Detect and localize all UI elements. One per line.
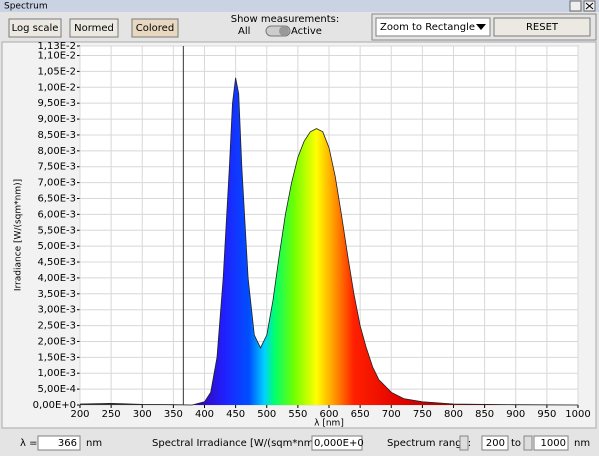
lambda-value: 366 (58, 438, 77, 449)
y-tick-label: 2,50E-3 (37, 321, 76, 332)
x-tick-label: 750 (413, 409, 432, 420)
range-to: 1000 (541, 438, 566, 449)
x-tick-label: 450 (226, 409, 245, 420)
show-measurements-label: Show measurements: (231, 14, 340, 25)
x-tick-label: 300 (133, 409, 152, 420)
x-tick-label: 200 (70, 409, 89, 420)
x-tick-label: 500 (257, 409, 276, 420)
x-tick-label: 950 (537, 409, 556, 420)
y-tick-label: 3,00E-3 (37, 305, 76, 316)
lambda-label: λ = (20, 438, 37, 449)
y-tick-label: 6,50E-3 (37, 193, 76, 204)
y-tick-label: 5,50E-3 (37, 225, 76, 236)
x-tick-label: 900 (506, 409, 525, 420)
y-tick-label: 8,00E-3 (37, 146, 76, 157)
colored-button[interactable] (131, 18, 179, 38)
dropdown-arrow (476, 24, 486, 30)
irradiance-label: Spectral Irradiance [W/(sqm*nm)] (152, 438, 321, 449)
lambda-input[interactable] (37, 435, 81, 451)
y-tick-label: 9,00E-3 (37, 114, 76, 125)
y-tick-label: 1,10E-2 (37, 51, 76, 62)
x-tick-label: 700 (382, 409, 401, 420)
y-tick-label: 4,50E-3 (37, 257, 76, 268)
y-tick-label: 1,05E-2 (37, 66, 76, 77)
x-tick-label: 350 (164, 409, 183, 420)
log-scale-button[interactable] (8, 18, 62, 38)
x-tick-label: 250 (102, 409, 121, 420)
zoom-label: Zoom to Rectangle (380, 22, 475, 33)
x-tick-label: 1000 (565, 409, 590, 420)
x-tick-label: 800 (444, 409, 463, 420)
x-tick-label: 600 (319, 409, 338, 420)
range-from: 200 (486, 438, 505, 449)
spectrum-line (79, 77, 579, 406)
y-tick-label: 1,13E-2 (37, 41, 76, 52)
x-tick-label: 850 (475, 409, 494, 420)
y-tick-label: 8,50E-3 (37, 130, 76, 141)
y-tick-label: 1,00E-3 (37, 368, 76, 379)
close-icon (585, 2, 594, 10)
toggle-knob (279, 26, 289, 36)
range-spinner[interactable] (523, 435, 533, 451)
y-tick-label: 1,00E-2 (37, 82, 76, 93)
x-tick-label: 550 (288, 409, 307, 420)
range-label: Spectrum range: (387, 438, 471, 449)
lambda-unit: nm (86, 438, 102, 449)
restore-button[interactable] (569, 0, 582, 12)
irradiance-input[interactable] (311, 435, 363, 451)
range-unit: nm (574, 438, 590, 449)
y-tick-label: 5,00E-3 (37, 241, 76, 252)
range-to-label: to (511, 438, 521, 449)
reset-label: RESET (526, 22, 559, 33)
window-title: Spectrum (4, 2, 48, 12)
x-axis-label: λ [nm] (314, 419, 344, 429)
y-tick-label: 2,00E-3 (37, 336, 76, 347)
range-from-input[interactable] (481, 435, 509, 451)
zoom-group (371, 13, 597, 41)
y-tick-label: 6,00E-3 (37, 209, 76, 220)
zoom-dropdown[interactable] (375, 17, 491, 37)
button-label: Colored (136, 23, 174, 34)
x-tick-label: 400 (195, 409, 214, 420)
button-label: Normed (74, 23, 114, 34)
y-tick-label: 9,50E-3 (37, 98, 76, 109)
plot (79, 46, 579, 406)
normed-button[interactable] (69, 18, 119, 38)
y-tick-label: 3,50E-3 (37, 289, 76, 300)
x-tick-label: 650 (351, 409, 370, 420)
reset-button[interactable] (493, 17, 591, 37)
y-tick-label: 1,50E-3 (37, 352, 76, 363)
y-tick-label: 7,00E-3 (37, 178, 76, 189)
y-tick-label: 4,00E-3 (37, 273, 76, 284)
y-tick-label: 7,50E-3 (37, 162, 76, 173)
range-to-input[interactable] (533, 435, 569, 451)
range-spinner[interactable] (459, 435, 469, 451)
irradiance-value: 0,000E+0 (314, 438, 364, 449)
y-tick-label: 5,00E-4 (37, 384, 76, 395)
active-label: Active (291, 26, 322, 37)
y-tick-label: 0,00E+0 (33, 400, 76, 411)
button-label: Log scale (12, 23, 59, 34)
area-fill (80, 77, 578, 406)
y-axis-label: Irradiance [W/(sqm*nm)] (14, 179, 24, 291)
grid: 0,00E+0 5,00E-4 1,00E-3 1,50E-3 2,00E-3 2,50E… (33, 41, 591, 420)
title-bar (0, 0, 599, 12)
all-label: All (238, 26, 250, 37)
